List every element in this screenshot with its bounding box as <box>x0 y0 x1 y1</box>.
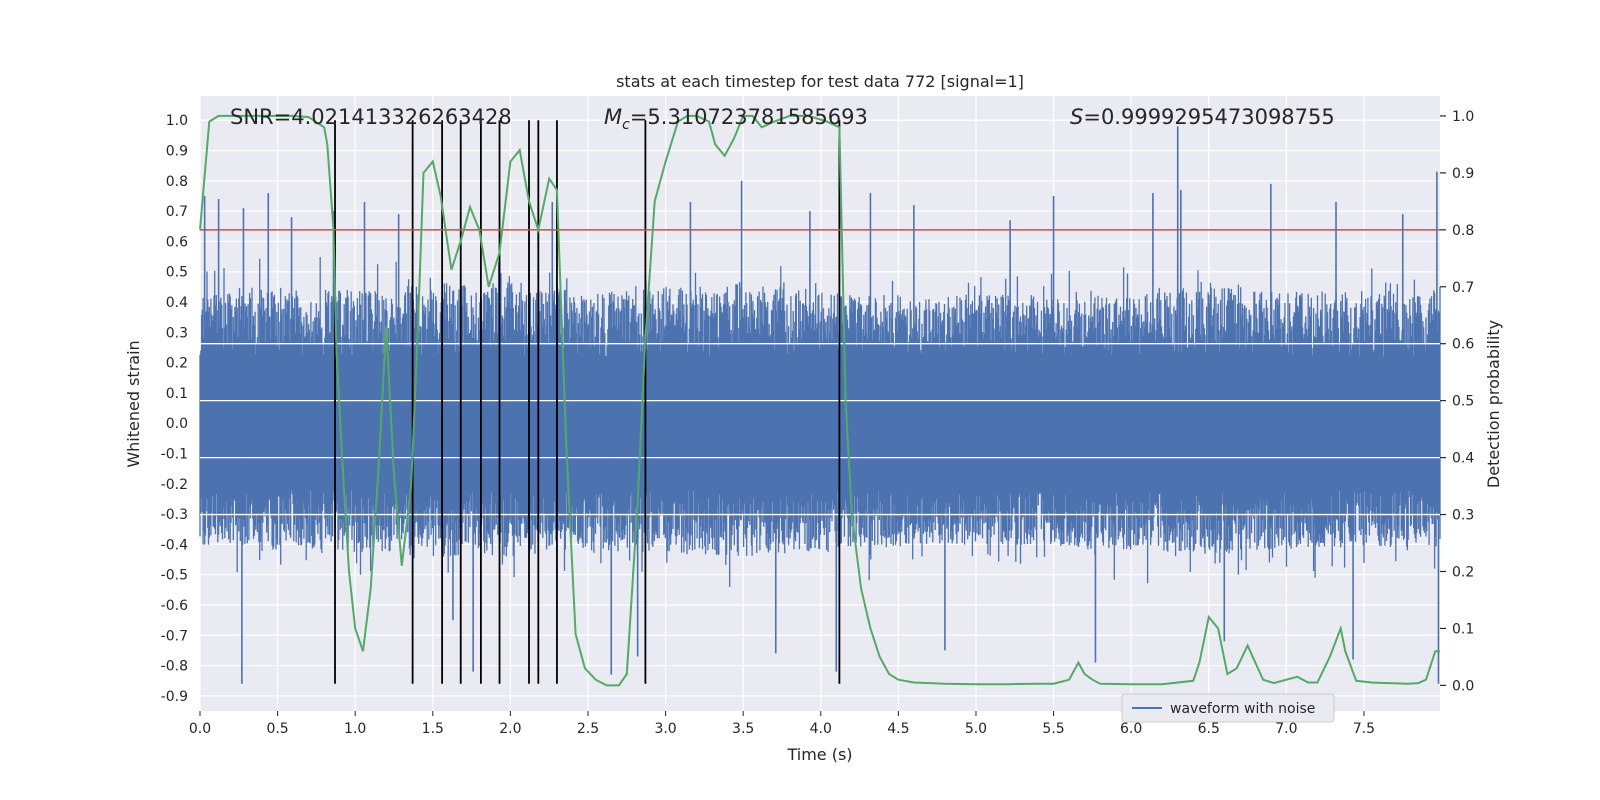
probability-series <box>199 114 1440 687</box>
y-tick-left-label: 0.7 <box>166 204 188 220</box>
x-axis-label: Time (s) <box>786 745 852 764</box>
x-tick-label: 0.5 <box>266 721 288 737</box>
y-axis-left-ticks: 1.0 0.9 0.8 0.7 0.6 0.5 0.4 0.3 0.2 0.1 0.0 -0.1 -0.… <box>161 113 188 705</box>
chart-title: stats at each timestep for test data 772… <box>616 72 1024 91</box>
y-tick-left-label: 0.5 <box>166 265 188 281</box>
y-tick-right-label: 0.9 <box>1452 166 1474 182</box>
y-tick-right-label: 0.6 <box>1452 337 1474 353</box>
x-axis-ticks: 0.0 0.5 1.0 1.5 2.0 2.5 3.0 3.5 4.0 4.5 5.0 5.5 6.0 6… <box>189 711 1375 737</box>
y-tick-left-label: -0.5 <box>161 568 188 584</box>
x-tick-label: 0.0 <box>189 721 211 737</box>
score-annotation: S=0.9999295473098755 <box>1070 105 1335 129</box>
x-tick-label: 7.5 <box>1353 721 1375 737</box>
y-tick-left-label: -0.3 <box>161 507 188 523</box>
y-tick-right-label: 0.0 <box>1452 678 1474 694</box>
y-tick-left-label: -0.6 <box>161 598 188 614</box>
y-axis-right-ticks: 1.0 0.9 0.8 0.7 0.6 0.5 0.4 0.3 0.2 0.1 0.0 <box>1440 109 1474 694</box>
y-tick-right-label: 0.5 <box>1452 394 1474 410</box>
x-tick-label: 1.5 <box>422 721 444 737</box>
x-tick-label: 4.5 <box>887 721 909 737</box>
x-tick-label: 2.5 <box>577 721 599 737</box>
y-tick-left-label: -0.9 <box>161 689 188 705</box>
chirp-mass-subscript: c <box>622 117 630 133</box>
y-tick-right-label: 1.0 <box>1452 109 1474 125</box>
y-tick-left-label: 0.0 <box>166 416 188 432</box>
legend: waveform with noise <box>1121 693 1335 723</box>
event-markers <box>334 120 841 684</box>
y-tick-right-label: 0.7 <box>1452 280 1474 296</box>
y-axis-right-label: Detection probability <box>1484 320 1503 488</box>
y-tick-left-label: 0.9 <box>166 144 188 160</box>
y-tick-left-label: -0.7 <box>161 628 188 644</box>
snr-annotation: SNR=4.021413326263428 <box>230 105 512 129</box>
x-tick-label: 2.0 <box>499 721 521 737</box>
waveform-core <box>200 356 1440 490</box>
x-tick-label: 1.0 <box>344 721 366 737</box>
y-tick-left-label: 0.8 <box>166 174 188 190</box>
y-tick-right-label: 0.2 <box>1452 564 1474 580</box>
y-tick-left-label: -0.1 <box>161 446 188 462</box>
x-tick-label: 6.0 <box>1120 721 1142 737</box>
y-tick-left-label: 0.1 <box>166 386 188 402</box>
x-tick-label: 3.5 <box>732 721 754 737</box>
waveform-series <box>199 126 1441 684</box>
y-axis-left-label: Whitened strain <box>124 340 143 467</box>
legend-box <box>1121 693 1335 723</box>
y-tick-right-label: 0.8 <box>1452 223 1474 239</box>
y-tick-right-label: 0.1 <box>1452 621 1474 637</box>
x-tick-label: 3.0 <box>654 721 676 737</box>
x-tick-label: 6.5 <box>1198 721 1220 737</box>
chirp-mass-value: =5.310723781585693 <box>630 105 868 129</box>
chirp-mass-annotation: Mc=5.310723781585693 <box>604 105 868 133</box>
y-tick-right-label: 0.3 <box>1452 508 1474 524</box>
legend-label-waveform: waveform with noise <box>1170 701 1315 717</box>
score-value: =0.9999295473098755 <box>1083 105 1334 129</box>
x-tick-label: 7.0 <box>1275 721 1297 737</box>
y-tick-left-label: -0.4 <box>161 537 188 553</box>
y-tick-left-label: -0.8 <box>161 659 188 675</box>
x-tick-label: 5.5 <box>1042 721 1064 737</box>
probability-line <box>199 114 1440 687</box>
y-tick-right-label: 0.4 <box>1452 451 1474 467</box>
y-tick-left-label: -0.2 <box>161 477 188 493</box>
y-tick-left-label: 0.6 <box>166 234 188 250</box>
y-tick-left-label: 1.0 <box>166 113 188 129</box>
chirp-mass-symbol: M <box>604 105 622 129</box>
x-tick-label: 4.0 <box>810 721 832 737</box>
y-tick-left-label: 0.4 <box>166 295 188 311</box>
y-tick-left-label: 0.3 <box>166 325 188 341</box>
x-tick-label: 5.0 <box>965 721 987 737</box>
y-tick-left-label: 0.2 <box>166 356 188 372</box>
score-symbol: S <box>1070 105 1083 129</box>
